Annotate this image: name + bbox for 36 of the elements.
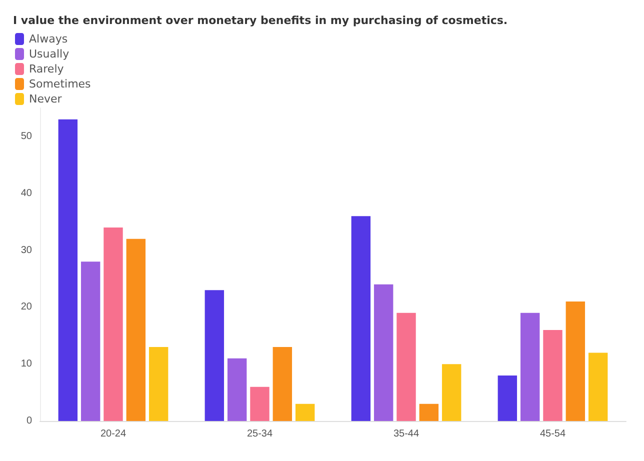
bar	[419, 404, 439, 421]
bar	[566, 301, 586, 421]
y-tick-label: 30	[20, 244, 32, 256]
legend-label: Always	[29, 32, 68, 46]
y-tick-label: 10	[20, 358, 32, 370]
bar	[295, 404, 315, 421]
chart-title: I value the environment over monetary benefits in my purchasing of cosmetics.	[13, 14, 508, 27]
x-tick-label: 20-24	[100, 428, 126, 440]
y-tick-label: 20	[20, 302, 32, 313]
y-tick-label: 40	[20, 188, 32, 199]
bar	[80, 262, 100, 421]
x-tick-label: 25-34	[246, 428, 273, 440]
bar	[543, 330, 562, 421]
bar	[588, 352, 608, 421]
bar	[520, 312, 540, 421]
bar	[250, 386, 270, 421]
bar	[272, 347, 292, 421]
legend-label: Never	[29, 92, 62, 106]
bar	[374, 284, 394, 421]
y-tick-label: 0	[26, 416, 32, 426]
bar	[498, 375, 518, 421]
bar	[148, 347, 168, 421]
legend-label: Usually	[29, 48, 70, 60]
x-tick-label: 35-44	[393, 428, 420, 440]
bar	[204, 290, 224, 421]
bar	[104, 228, 123, 421]
bar	[396, 312, 416, 421]
bar	[351, 216, 371, 421]
legend-label: Rarely	[29, 62, 64, 76]
bar	[58, 119, 78, 421]
bar	[126, 238, 146, 421]
x-tick-label: 45-54	[540, 428, 566, 440]
y-tick-label: 50	[20, 130, 32, 142]
bar	[442, 364, 462, 421]
bar	[227, 358, 247, 421]
legend-label: Sometimes	[29, 78, 92, 90]
